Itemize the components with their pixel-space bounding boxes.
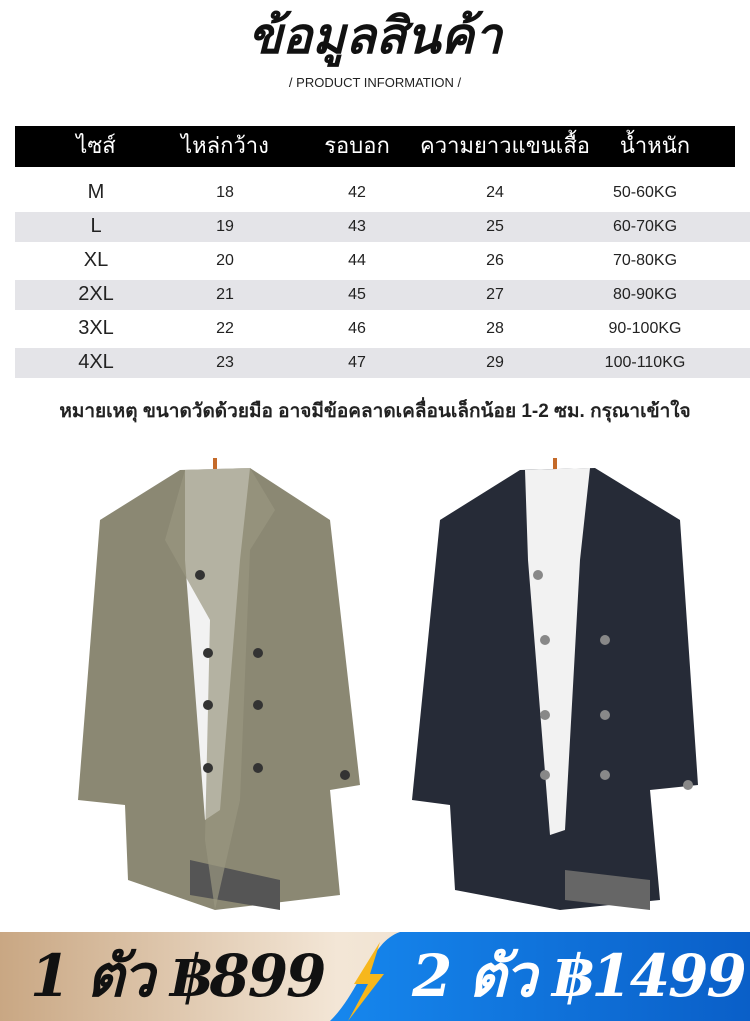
header-size: ไซส์ <box>76 133 116 158</box>
size-table-header: ไซส์ ไหล่กว้าง รอบอก ความยาวแขนเสื้อ น้ำ… <box>15 126 735 167</box>
header-chest: รอบอก <box>324 133 390 158</box>
cell-shoulder: 23 <box>216 354 234 371</box>
page-title: ข้อมูลสินค้า <box>247 8 503 64</box>
cell-chest: 44 <box>348 252 366 269</box>
header-sleeve: ความยาวแขนเสื้อ <box>420 133 590 158</box>
cell-shoulder: 21 <box>216 286 234 303</box>
cell-sleeve: 26 <box>486 252 504 269</box>
cell-sleeve: 27 <box>486 286 504 303</box>
cell-chest: 42 <box>348 184 366 201</box>
cell-size: 4XL <box>78 351 114 373</box>
table-row: 3XL 22 46 28 90-100KG <box>15 314 750 344</box>
lightning-icon <box>348 942 384 1021</box>
price-banner: 1 ตัว ฿899 2 ตัว ฿1499 <box>0 932 750 1021</box>
cell-sleeve: 24 <box>486 184 504 201</box>
cell-weight: 100-110KG <box>604 354 686 371</box>
subtitle: / PRODUCT INFORMATION / <box>288 75 462 90</box>
cell-chest: 46 <box>348 320 366 337</box>
cell-size: XL <box>83 249 109 271</box>
cell-chest: 47 <box>348 354 366 371</box>
cell-size: M <box>87 181 105 203</box>
cell-weight: 50-60KG <box>612 184 678 201</box>
price-two-items: 2 ตัว ฿1499 <box>412 942 747 1010</box>
table-row: XL 20 44 26 70-80KG <box>15 246 750 276</box>
table-row: L 19 43 25 60-70KG <box>15 212 750 242</box>
khaki-coat-image <box>78 458 360 910</box>
cell-sleeve: 28 <box>486 320 504 337</box>
price-one-item: 1 ตัว ฿899 <box>30 942 326 1010</box>
cell-sleeve: 25 <box>486 218 504 235</box>
cell-size: L <box>90 215 102 237</box>
cell-weight: 70-80KG <box>612 252 678 269</box>
header-shoulder: ไหล่กว้าง <box>181 133 269 158</box>
cell-weight: 90-100KG <box>608 320 682 337</box>
table-row: M 18 42 24 50-60KG <box>15 178 750 208</box>
cell-shoulder: 20 <box>216 252 234 269</box>
cell-chest: 43 <box>348 218 366 235</box>
product-images <box>78 458 698 910</box>
cell-chest: 45 <box>348 286 366 303</box>
navy-coat-image <box>412 458 698 910</box>
header-weight: น้ำหนัก <box>619 133 691 158</box>
cell-shoulder: 22 <box>216 320 234 337</box>
table-row: 2XL 21 45 27 80-90KG <box>15 280 750 310</box>
cell-sleeve: 29 <box>486 354 504 371</box>
measurement-note: หมายเหตุ ขนาดวัดด้วยมือ อาจมีข้อคลาดเคลื… <box>59 401 691 422</box>
blue-panel <box>330 932 750 1021</box>
cell-weight: 60-70KG <box>612 218 678 235</box>
cell-shoulder: 18 <box>216 184 234 201</box>
table-row: 4XL 23 47 29 100-110KG <box>15 348 750 378</box>
cell-shoulder: 19 <box>216 218 234 235</box>
cell-size: 2XL <box>78 283 114 305</box>
cell-weight: 80-90KG <box>612 286 678 303</box>
cell-size: 3XL <box>78 317 114 339</box>
